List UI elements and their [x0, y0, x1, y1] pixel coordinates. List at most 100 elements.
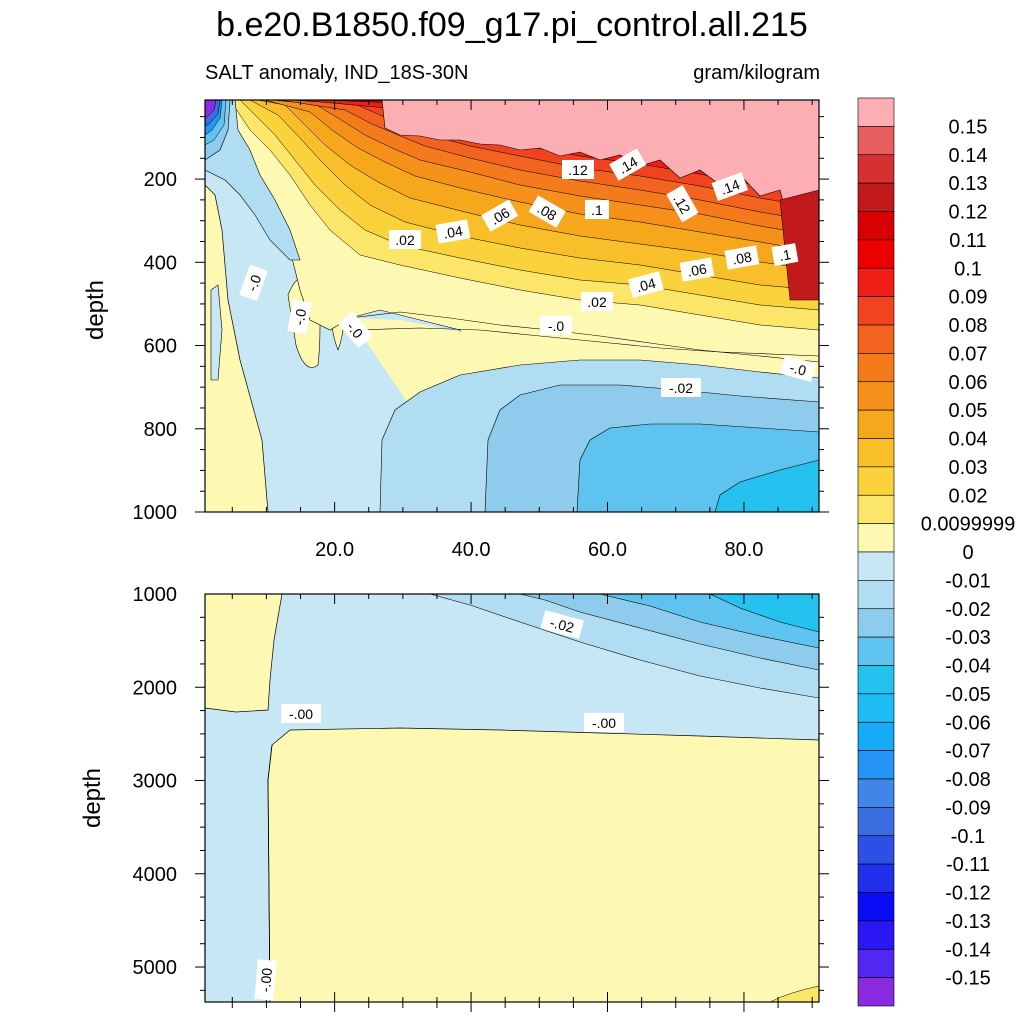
- svg-text:-.02: -.02: [548, 614, 576, 636]
- lower-y-tick-label: 2000: [133, 677, 178, 699]
- upper-contour-label: .08: [528, 195, 566, 228]
- upper-contour-label: -.0: [337, 311, 373, 349]
- colorbar-label: -0.1: [951, 826, 985, 848]
- colorbar-swatch: [857, 494, 895, 524]
- svg-text:-.00: -.00: [289, 706, 313, 722]
- svg-text:.06: .06: [686, 260, 708, 279]
- svg-text:-.0: -.0: [244, 272, 265, 293]
- svg-text:.14: .14: [718, 176, 742, 198]
- svg-text:.04: .04: [442, 222, 464, 241]
- svg-text:.02: .02: [587, 294, 607, 310]
- svg-text:.12: .12: [568, 162, 588, 178]
- svg-text:.04: .04: [635, 275, 658, 296]
- svg-text:.02: .02: [395, 232, 415, 248]
- upper-contour-label: .06: [481, 199, 519, 232]
- colorbar-swatch: [857, 267, 895, 297]
- colorbar-swatch: [857, 438, 895, 468]
- colorbar-label: -0.04: [945, 656, 991, 678]
- upper-contour-label: -.02: [661, 378, 701, 397]
- colorbar-label: -0.05: [945, 684, 991, 706]
- upper-contour-label: -.0: [239, 264, 268, 302]
- colorbar-label: 0: [962, 542, 973, 564]
- lower-contour-label: -.00: [254, 959, 277, 1001]
- lower-y-tick-label: 4000: [133, 864, 178, 886]
- svg-text:-.02: -.02: [669, 380, 693, 396]
- svg-text:-.0: -.0: [548, 318, 565, 334]
- upper-y-axis-title: depth: [82, 280, 109, 340]
- svg-text:.08: .08: [731, 248, 753, 267]
- colorbar-swatch: [857, 126, 895, 156]
- upper-y-tick-label: 600: [144, 336, 177, 358]
- colorbar-swatch: [857, 239, 895, 269]
- colorbar-swatch: [857, 353, 895, 383]
- colorbar-swatch: [857, 835, 895, 865]
- colorbar-label: -0.13: [945, 911, 991, 933]
- upper-x-tick-label: 60.0: [588, 539, 627, 561]
- upper-x-tick-label: 20.0: [315, 539, 354, 561]
- lower-contour-fill: [205, 594, 819, 1002]
- colorbar-swatch: [857, 211, 895, 241]
- upper-y-tick-label: 1000: [133, 502, 178, 524]
- upper-contour-fill: [205, 100, 819, 512]
- colorbar-label: 0.06: [949, 372, 988, 394]
- colorbar-label: 0.1: [954, 258, 982, 280]
- colorbar-swatch: [857, 466, 895, 496]
- colorbar-label: 0.11: [949, 230, 986, 252]
- lower-plot-frame: [204, 593, 820, 1003]
- colorbar-label: 0.02: [949, 485, 988, 507]
- svg-text:-.0: -.0: [788, 359, 808, 379]
- colorbar-label: 0.04: [949, 429, 988, 451]
- lower-contour-label: -.00: [584, 713, 624, 732]
- colorbar-label: -0.07: [945, 741, 991, 763]
- upper-x-tick-label: 40.0: [452, 539, 491, 561]
- upper-contour-label: -.0: [780, 355, 817, 382]
- colorbar-label: -0.14: [945, 939, 991, 961]
- colorbar-swatch: [857, 721, 895, 751]
- upper-contour-label: .14: [609, 148, 647, 181]
- colorbar-label: 0.05: [949, 400, 988, 422]
- colorbar-label: 0.15: [949, 116, 988, 138]
- upper-y-tick-label: 400: [144, 252, 177, 274]
- upper-contour-label: .04: [627, 271, 664, 298]
- colorbar-swatch: [857, 863, 895, 893]
- upper-contour-label: .02: [389, 230, 421, 249]
- upper-contour-label: .06: [679, 257, 715, 282]
- upper-contour-label: .04: [435, 219, 471, 244]
- colorbar-swatch: [857, 381, 895, 411]
- upper-x-tick-label: 80.0: [724, 539, 763, 561]
- colorbar-label: -0.12: [945, 883, 991, 905]
- upper-plot-frame: [204, 99, 820, 513]
- lower-contour-label: -.00: [281, 704, 321, 723]
- upper-contour-label: -.0: [540, 316, 572, 335]
- lower-contour-label: -.02: [540, 610, 584, 639]
- svg-text:.1: .1: [778, 246, 792, 264]
- chart-title: b.e20.B1850.f09_g17.pi_control.all.215: [216, 6, 808, 44]
- svg-text:-.00: -.00: [592, 715, 616, 731]
- colorbar-label: -0.08: [945, 769, 991, 791]
- colorbar-label: 0.09: [949, 287, 988, 309]
- colorbar-swatch: [857, 523, 895, 553]
- svg-text:-.00: -.00: [257, 967, 275, 993]
- colorbar-label: 0.03: [949, 457, 988, 479]
- colorbar-swatch: [857, 409, 895, 439]
- colorbar-label: -0.15: [945, 968, 991, 990]
- colorbar-label: -0.01: [945, 570, 991, 592]
- upper-y-tick-label: 200: [144, 169, 177, 191]
- colorbar-swatch: [857, 97, 895, 127]
- colorbar-swatch: [857, 920, 895, 950]
- upper-contour-label: .12: [666, 185, 699, 223]
- upper-contour-label: .12: [562, 160, 594, 179]
- upper-y-tick-label: 800: [144, 419, 177, 441]
- upper-contour-label: .1: [585, 200, 609, 219]
- colorbar-label: -0.09: [945, 797, 991, 819]
- colorbar-swatch: [857, 636, 895, 666]
- lower-y-tick-label: 3000: [133, 771, 178, 793]
- colorbar-swatch: [857, 154, 895, 184]
- upper-contour-label: .14: [711, 172, 749, 201]
- colorbar-swatch: [857, 665, 895, 695]
- colorbar-label: -0.02: [945, 599, 991, 621]
- colorbar-swatch: [857, 750, 895, 780]
- upper-contour-label: -.0: [287, 299, 312, 335]
- colorbar-swatch: [857, 580, 895, 610]
